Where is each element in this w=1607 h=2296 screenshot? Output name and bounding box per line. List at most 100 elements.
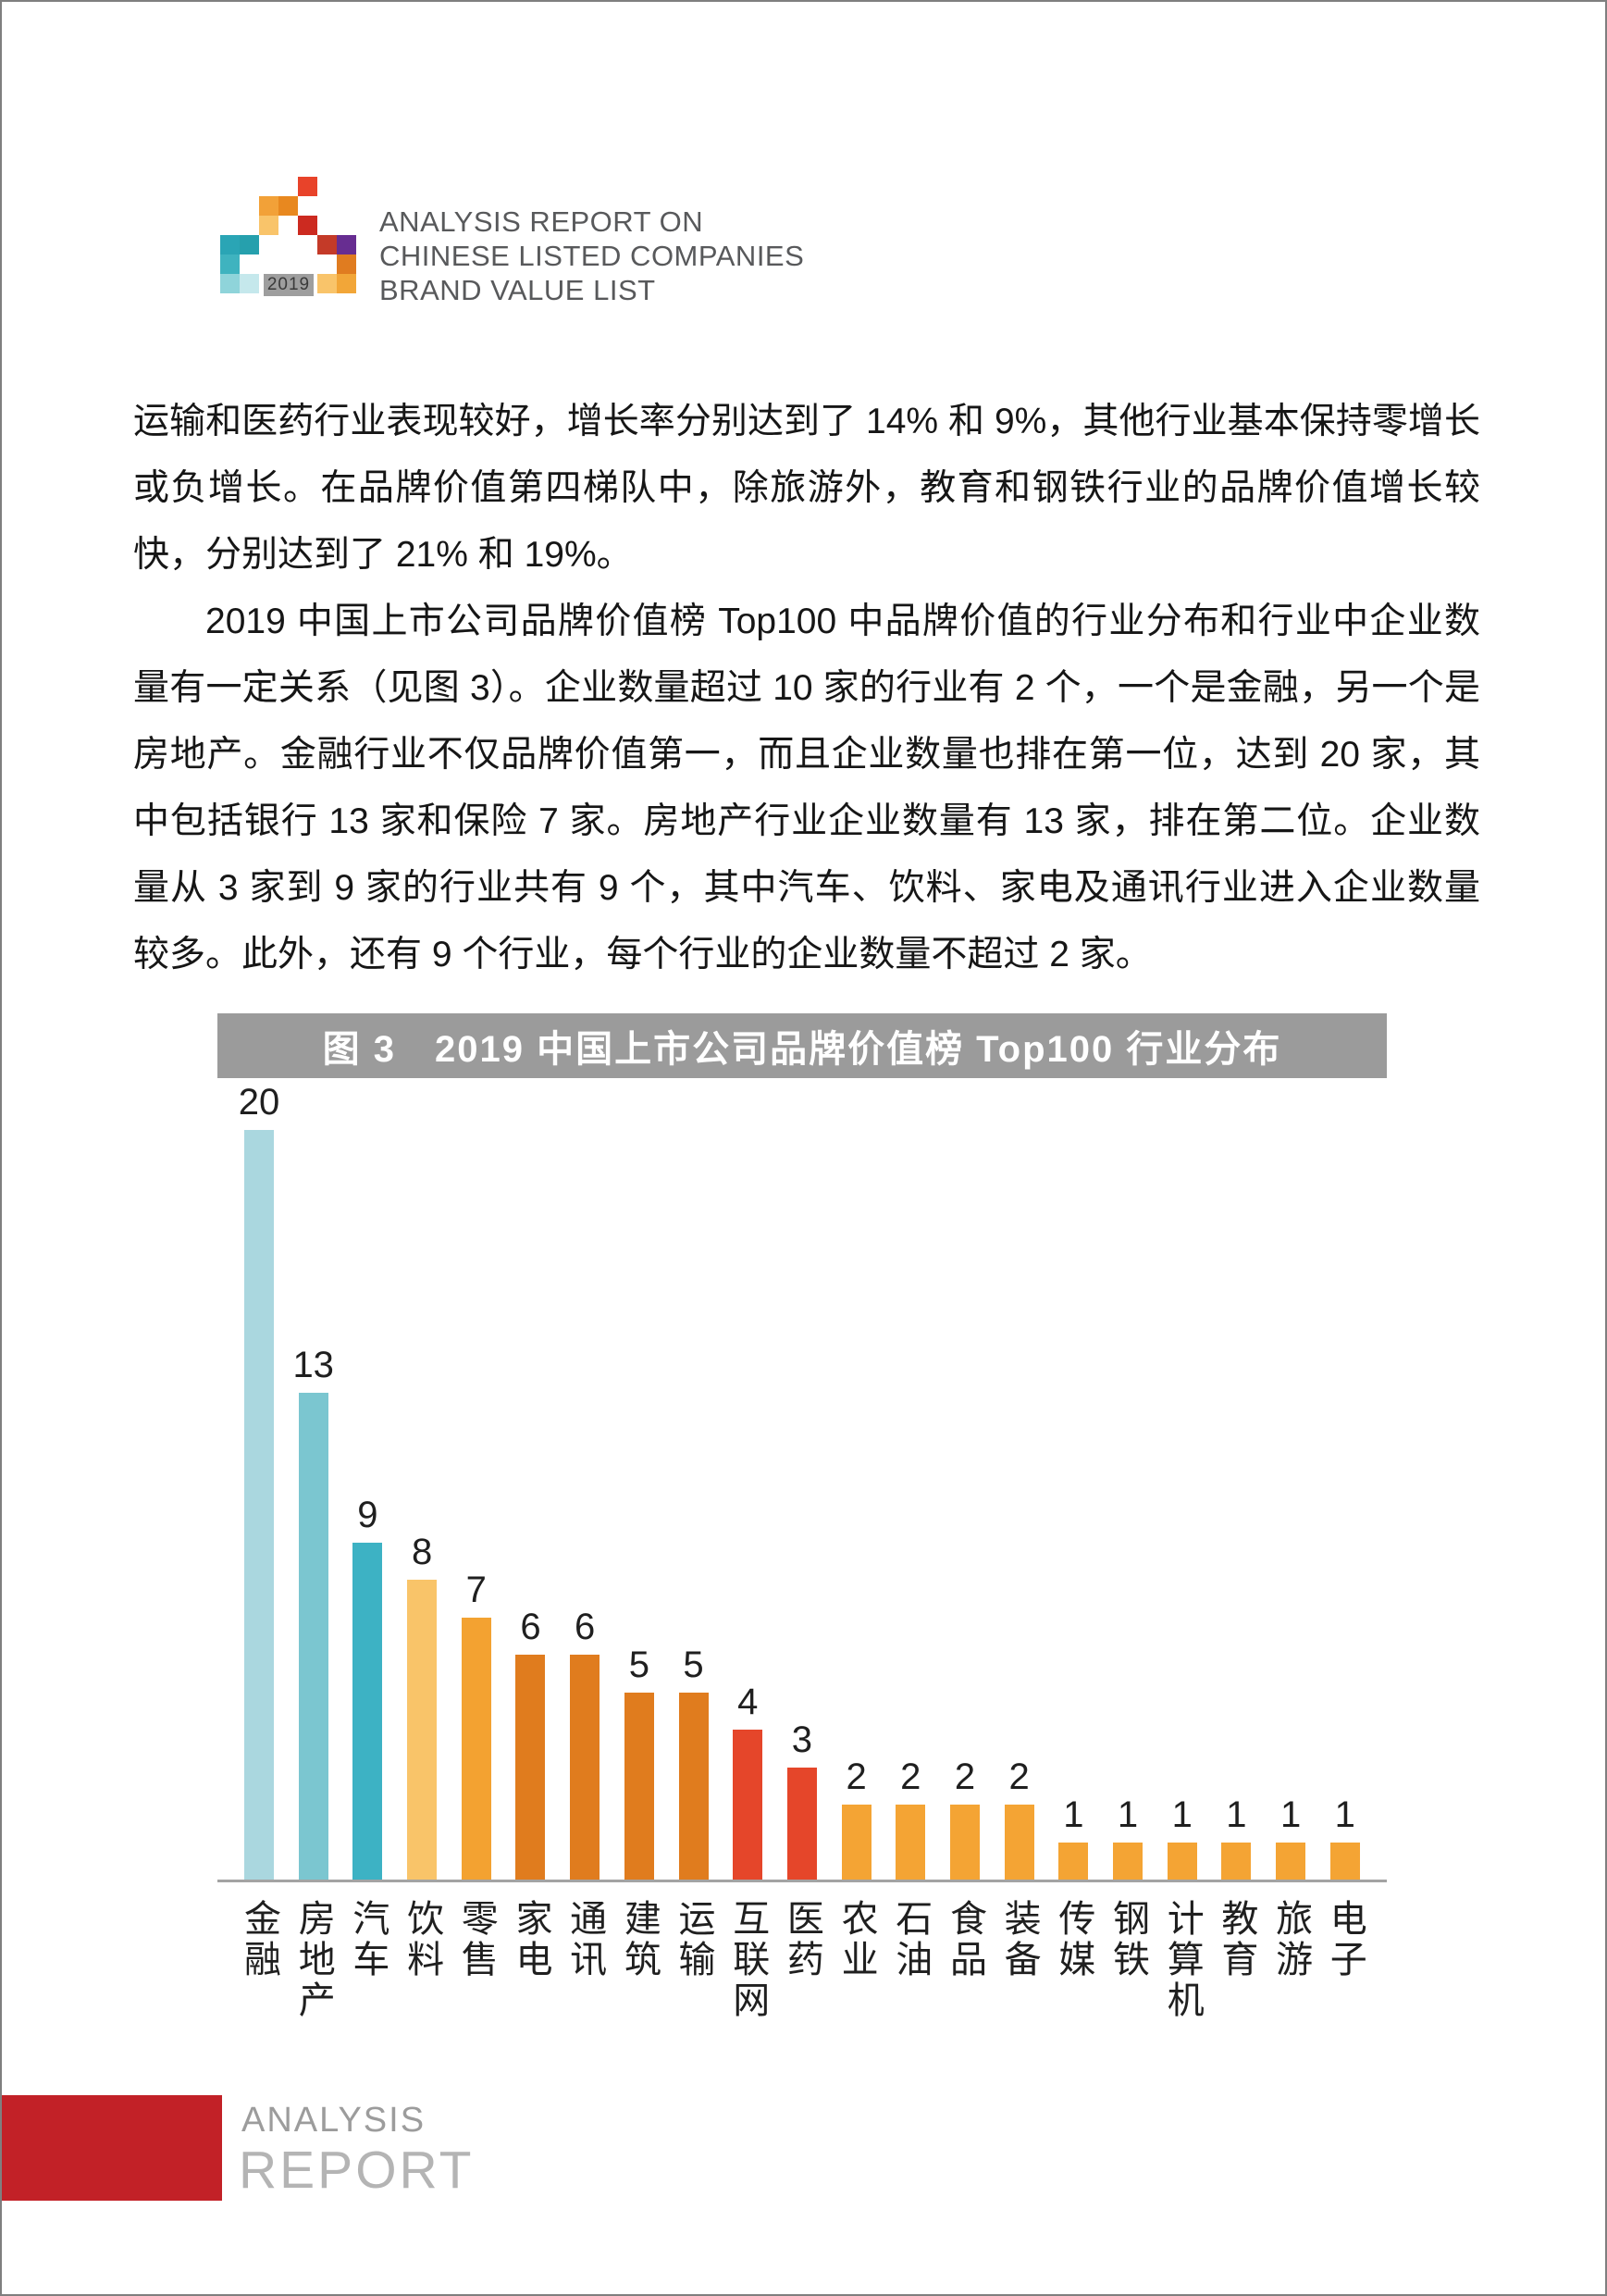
logo-square	[240, 235, 259, 254]
category-label: 钢铁	[1107, 1899, 1148, 1980]
category-label: 计算机	[1161, 1899, 1203, 2021]
bar-column: 9	[340, 1495, 394, 1880]
bar	[733, 1730, 763, 1880]
bar	[678, 1692, 709, 1880]
bar	[896, 1805, 926, 1880]
logo-square	[298, 177, 317, 196]
bar-column: 1	[1156, 1794, 1209, 1880]
logo-title-line: CHINESE LISTED COMPANIES	[379, 240, 805, 272]
category-label: 建筑	[618, 1899, 660, 1980]
bar-value-label: 4	[737, 1682, 759, 1722]
bar-column: 13	[287, 1345, 340, 1880]
bar-value-label: 5	[628, 1644, 649, 1685]
bar	[244, 1130, 274, 1880]
bar	[1167, 1842, 1197, 1880]
logo-square	[259, 216, 278, 235]
logo-square	[317, 274, 337, 293]
bar-value-label: 7	[465, 1569, 487, 1610]
logo-title: ANALYSIS REPORT ON CHINESE LISTED COMPAN…	[379, 205, 804, 307]
bar	[841, 1805, 871, 1880]
paragraph: 2019 中国上市公司品牌价值榜 Top100 中品牌价值的行业分布和行业中企业…	[133, 602, 1480, 974]
footer-analysis-label: ANALYSIS	[241, 2101, 426, 2140]
logo-square	[220, 235, 240, 254]
logo-square	[278, 196, 298, 216]
body-text: 运输和医药行业表现较好，增长率分别达到了 14% 和 9%，其他行业基本保持零增…	[133, 389, 1480, 988]
category-label: 旅游	[1270, 1899, 1312, 1980]
bar-value-label: 2	[1008, 1756, 1030, 1797]
category-label: 教育	[1216, 1899, 1257, 1980]
bar	[949, 1805, 980, 1880]
bar-value-label: 2	[846, 1756, 867, 1797]
logo-square	[259, 196, 278, 216]
bar-column: 5	[667, 1644, 721, 1880]
bar-value-label: 3	[791, 1719, 812, 1760]
brand-logo-mosaic: 2019	[220, 177, 357, 296]
bar-value-label: 6	[520, 1607, 541, 1647]
category-label: 传媒	[1053, 1899, 1094, 1980]
bar-column: 2	[938, 1756, 992, 1880]
bar	[1221, 1842, 1252, 1880]
bar	[1113, 1842, 1143, 1880]
bar	[1058, 1842, 1089, 1880]
bar-value-label: 20	[238, 1082, 280, 1123]
bar-column: 2	[884, 1756, 937, 1880]
bar-column: 6	[558, 1607, 612, 1880]
x-axis-labels: 金融 房地产 汽车 饮料 零售 家电 通讯 建筑 运输 互联网 医药 农业 石油 食品 装备 传媒 钢铁 计算机教…	[217, 1899, 1387, 2021]
logo-square	[298, 216, 317, 235]
bar	[624, 1692, 654, 1880]
category-label: 电子	[1324, 1899, 1366, 1980]
bar-column: 20	[232, 1082, 286, 1880]
bar-value-label: 13	[292, 1344, 334, 1385]
category-label: 农业	[835, 1899, 877, 1980]
category-label: 金融	[239, 1899, 279, 1980]
bar-column: 4	[721, 1682, 774, 1880]
bar-value-label: 1	[1117, 1793, 1139, 1835]
footer-red-block	[2, 2095, 222, 2201]
bar-value-label: 1	[1226, 1793, 1247, 1835]
bar	[515, 1655, 546, 1880]
bar-value-label: 5	[683, 1644, 704, 1685]
logo-square	[220, 254, 240, 274]
category-label: 食品	[944, 1899, 985, 1980]
bar-value-label: 9	[357, 1494, 378, 1535]
bar-column: 1	[1046, 1794, 1100, 1880]
category-label: 饮料	[402, 1899, 443, 1980]
bar	[786, 1767, 817, 1880]
bar-column: 6	[503, 1607, 557, 1880]
bar-value-label: 1	[1279, 1793, 1302, 1835]
bar-column: 1	[1209, 1794, 1263, 1880]
logo-square	[337, 254, 356, 274]
bar	[298, 1392, 328, 1880]
logo-square	[220, 274, 240, 293]
bar-column: 5	[612, 1644, 666, 1880]
bar-column: 1	[1318, 1794, 1372, 1880]
logo-title-line: BRAND VALUE LIST	[379, 274, 656, 306]
paragraph: 运输和医药行业表现较好，增长率分别达到了 14% 和 9%，其他行业基本保持零增…	[133, 402, 1480, 575]
logo-square	[337, 235, 356, 254]
logo-title-line: ANALYSIS REPORT ON	[379, 205, 704, 238]
category-label: 房地产	[292, 1899, 334, 2021]
footer-report-label: REPORT	[239, 2141, 475, 2200]
bar	[1004, 1805, 1034, 1880]
category-label: 零售	[455, 1899, 497, 1980]
category-label: 石油	[890, 1899, 932, 1980]
figure-title-bar: 图 3 2019 中国上市公司品牌价值榜 Top100 行业分布	[217, 1013, 1387, 1078]
bar	[407, 1580, 438, 1880]
bar-value-label: 6	[575, 1607, 596, 1647]
logo-square	[240, 274, 259, 293]
category-label: 家电	[510, 1899, 551, 1980]
bar-value-label: 1	[1063, 1793, 1084, 1835]
category-label: 汽车	[347, 1899, 389, 1980]
bar	[1276, 1842, 1306, 1880]
bar-column: 1	[1264, 1794, 1317, 1880]
logo-square	[337, 274, 356, 293]
bar-column: 2	[830, 1756, 884, 1880]
bar	[570, 1655, 600, 1880]
bar-chart-plot: 20 13 9 8 7 6 6 5 5 4 3 2 2 2 2 1 1 1 1 1 1	[217, 1079, 1387, 1882]
bar	[461, 1617, 491, 1880]
bar-column: 1	[1101, 1794, 1155, 1880]
year-badge: 2019	[264, 274, 314, 296]
logo-square	[317, 235, 337, 254]
bar-value-label: 1	[1171, 1793, 1193, 1835]
